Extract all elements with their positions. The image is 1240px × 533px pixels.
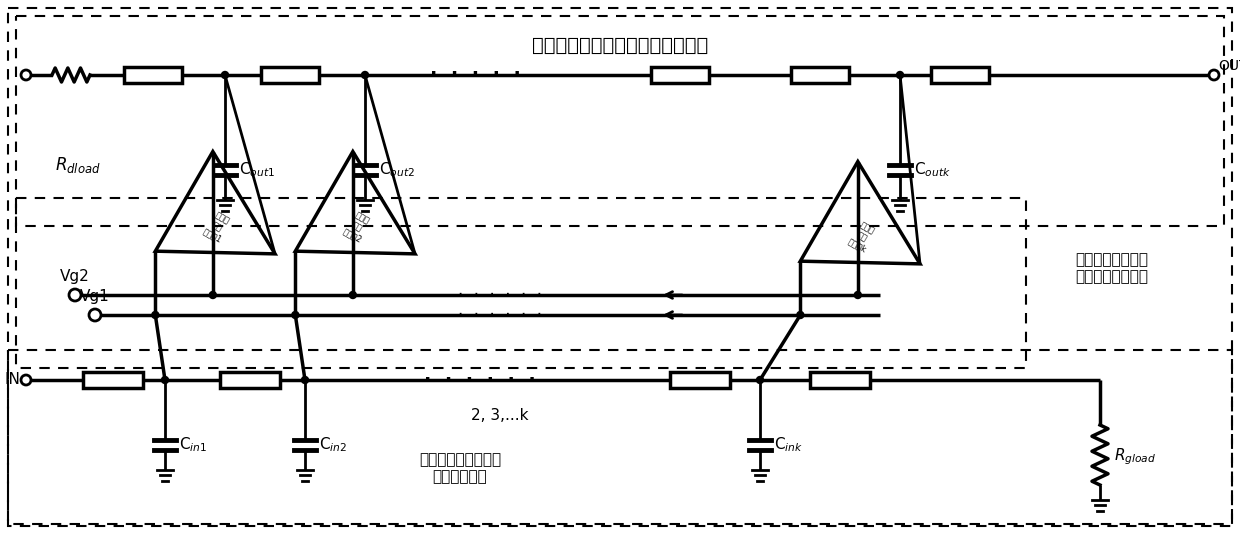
Text: 2, 3,...k: 2, 3,...k [471,408,528,423]
Text: 分布式反馈型二级
达林顿管放大网络: 分布式反馈型二级 达林顿管放大网络 [1075,252,1148,284]
Circle shape [89,309,100,321]
Text: ·  ·  ·  ·  ·: · · · · · [429,66,521,85]
Circle shape [897,71,904,78]
Circle shape [854,292,862,298]
Bar [651,67,709,83]
Text: C$_{in2}$: C$_{in2}$ [319,435,347,454]
Bar [16,198,1025,368]
Circle shape [210,292,216,298]
Bar [7,350,1233,524]
Circle shape [161,376,169,384]
Circle shape [21,70,31,80]
Bar [219,372,280,388]
Text: 反馈型
二级
达林顿1: 反馈型 二级 达林顿1 [201,209,233,245]
Circle shape [301,376,309,384]
Circle shape [291,311,299,319]
Text: Vg1: Vg1 [81,289,110,304]
Bar [260,67,319,83]
Text: C$_{outk}$: C$_{outk}$ [914,160,951,179]
Text: $R_{gload}$: $R_{gload}$ [1114,447,1156,467]
Circle shape [69,289,81,301]
Circle shape [1209,70,1219,80]
Text: ·  ·  ·  ·  ·  ·: · · · · · · [424,370,536,390]
Text: 反馈型
二级
达林顿k: 反馈型 二级 达林顿k [847,219,878,255]
Text: C$_{out2}$: C$_{out2}$ [379,160,415,179]
Text: 反馈型二级达林顿管输出合成网络: 反馈型二级达林顿管输出合成网络 [532,36,708,55]
Text: ·  ·  ·  ·  ·  ·: · · · · · · [458,286,542,304]
Bar [16,16,1224,226]
Circle shape [21,375,31,385]
Text: IN: IN [4,373,20,387]
Circle shape [797,311,804,319]
Bar [931,67,990,83]
Bar [791,67,849,83]
Circle shape [756,376,764,384]
Text: C$_{ink}$: C$_{ink}$ [774,435,804,454]
Text: Vg2: Vg2 [60,270,89,285]
Bar [810,372,870,388]
Text: OUT: OUT [1218,59,1240,73]
Circle shape [151,311,159,319]
Text: C$_{in1}$: C$_{in1}$ [179,435,207,454]
Circle shape [350,292,356,298]
Text: ·  ·  ·  ·  ·  ·: · · · · · · [458,306,542,324]
Text: C$_{out1}$: C$_{out1}$ [239,160,275,179]
Circle shape [222,71,228,78]
Bar [124,67,182,83]
Circle shape [362,71,368,78]
Bar [670,372,730,388]
Text: $R_{dload}$: $R_{dload}$ [55,155,100,175]
Bar [83,372,143,388]
Text: 反馈型二级达林顿管
输入分配网络: 反馈型二级达林顿管 输入分配网络 [419,452,501,484]
Text: 反馈型
二级
达林顿2: 反馈型 二级 达林顿2 [341,209,373,245]
